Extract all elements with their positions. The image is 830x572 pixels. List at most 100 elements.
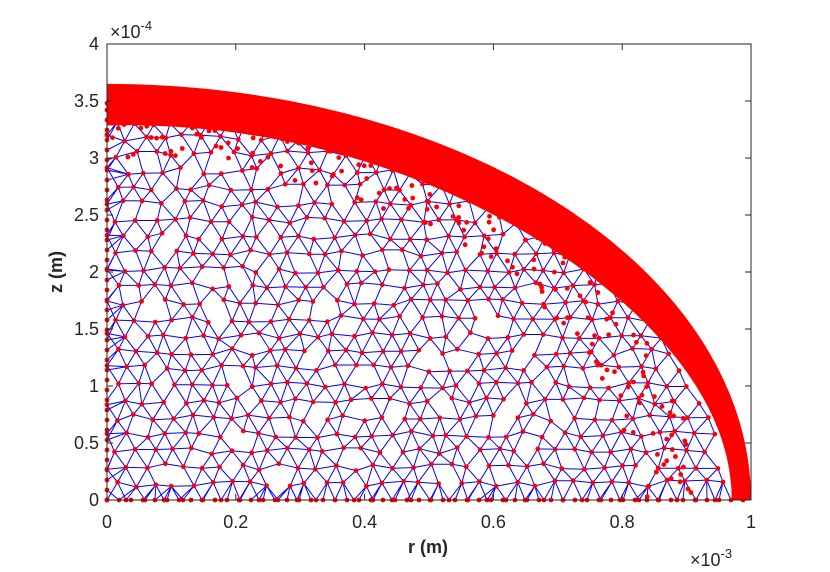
- mesh-node: [199, 465, 205, 471]
- mesh-node: [600, 433, 606, 438]
- mesh-node: [322, 252, 328, 257]
- mesh-node: [494, 351, 499, 356]
- mesh-node: [409, 183, 415, 188]
- mesh-node: [572, 415, 577, 421]
- mesh-node: [552, 446, 558, 452]
- mesh-node: [417, 446, 422, 452]
- mesh-node: [586, 350, 592, 355]
- mesh-node: [481, 244, 487, 250]
- mesh-node: [335, 267, 341, 273]
- mesh-node: [249, 187, 254, 193]
- mesh-node: [268, 151, 274, 156]
- mesh-node: [113, 317, 118, 323]
- mesh-node: [354, 195, 360, 201]
- mesh-node: [426, 369, 432, 375]
- mesh-node: [229, 448, 235, 454]
- mesh-node: [611, 352, 617, 358]
- mesh-node: [631, 379, 636, 385]
- mesh-node: [486, 434, 491, 440]
- mesh-node: [681, 464, 686, 470]
- mesh-node: [181, 302, 187, 307]
- mesh-node: [616, 364, 622, 370]
- mesh-node: [476, 381, 482, 386]
- mesh-node: [168, 283, 174, 288]
- mesh-node: [585, 315, 591, 321]
- mesh-node: [445, 270, 450, 276]
- mesh-node: [446, 233, 451, 239]
- mesh-node: [306, 447, 312, 452]
- mesh-node: [249, 353, 255, 358]
- mesh-node: [329, 331, 335, 337]
- mesh-node: [340, 413, 345, 418]
- mesh-node: [462, 242, 468, 248]
- mesh-node: [250, 135, 256, 141]
- mesh-node: [301, 480, 307, 486]
- mesh-node: [154, 218, 160, 223]
- mesh-node: [325, 182, 330, 188]
- mesh-node: [570, 478, 576, 484]
- mesh-node: [388, 364, 394, 370]
- mesh-node: [580, 365, 586, 371]
- mesh-node: [576, 336, 582, 341]
- mesh-node: [303, 284, 309, 290]
- mesh-node: [168, 483, 174, 489]
- mesh-node: [276, 335, 282, 341]
- mesh-node: [131, 318, 137, 324]
- mesh-node: [669, 432, 674, 438]
- mesh-node: [440, 385, 446, 391]
- mesh-node: [285, 445, 290, 451]
- mesh-node: [208, 149, 214, 155]
- mesh-node: [468, 330, 473, 336]
- mesh-node: [217, 464, 222, 470]
- mesh-node: [669, 398, 675, 404]
- mesh-node: [630, 416, 636, 422]
- mesh-node: [655, 452, 660, 457]
- mesh-node: [231, 149, 237, 155]
- mesh-node: [265, 154, 271, 160]
- mesh-node: [201, 398, 207, 403]
- mesh-node: [210, 382, 215, 388]
- mesh-node: [258, 137, 264, 143]
- mesh-node: [361, 163, 367, 169]
- mesh-node: [542, 396, 548, 402]
- mesh-node: [168, 152, 174, 158]
- mesh-node: [531, 257, 537, 263]
- mesh-node: [379, 415, 385, 420]
- mesh-node: [219, 362, 225, 368]
- mesh-node: [638, 434, 644, 439]
- mesh-node: [152, 282, 158, 287]
- mesh-node: [562, 430, 568, 435]
- mesh-node: [352, 333, 357, 339]
- mesh-node: [407, 401, 412, 407]
- mesh-node: [682, 478, 688, 484]
- mesh-node: [613, 321, 619, 327]
- mesh-node: [440, 351, 445, 356]
- mesh-node: [561, 363, 567, 369]
- mesh-node: [230, 479, 236, 484]
- mesh-node: [589, 317, 595, 323]
- mesh-node: [229, 416, 234, 421]
- mesh-node: [612, 369, 617, 375]
- mesh-node: [678, 472, 684, 477]
- mesh-node: [134, 484, 139, 490]
- mesh-node: [142, 362, 148, 368]
- mesh-node: [172, 382, 177, 388]
- x-tick-label: 0.6: [481, 512, 506, 532]
- mesh-node: [188, 352, 194, 358]
- mesh-node: [420, 315, 425, 320]
- mesh-node: [369, 433, 375, 439]
- mesh-node: [540, 268, 546, 273]
- mesh-node: [437, 415, 443, 421]
- mesh-node: [240, 233, 246, 239]
- mesh-node: [247, 130, 252, 136]
- mesh-node: [296, 297, 301, 303]
- mesh-node: [221, 265, 227, 271]
- mesh-node: [197, 301, 203, 307]
- x-tick-label: 0.8: [610, 512, 635, 532]
- mesh-node: [122, 398, 128, 404]
- mesh-node: [338, 313, 344, 318]
- mesh-node: [287, 483, 293, 489]
- mesh-node: [221, 297, 227, 303]
- mesh-node: [358, 280, 364, 286]
- mesh-node: [530, 411, 536, 417]
